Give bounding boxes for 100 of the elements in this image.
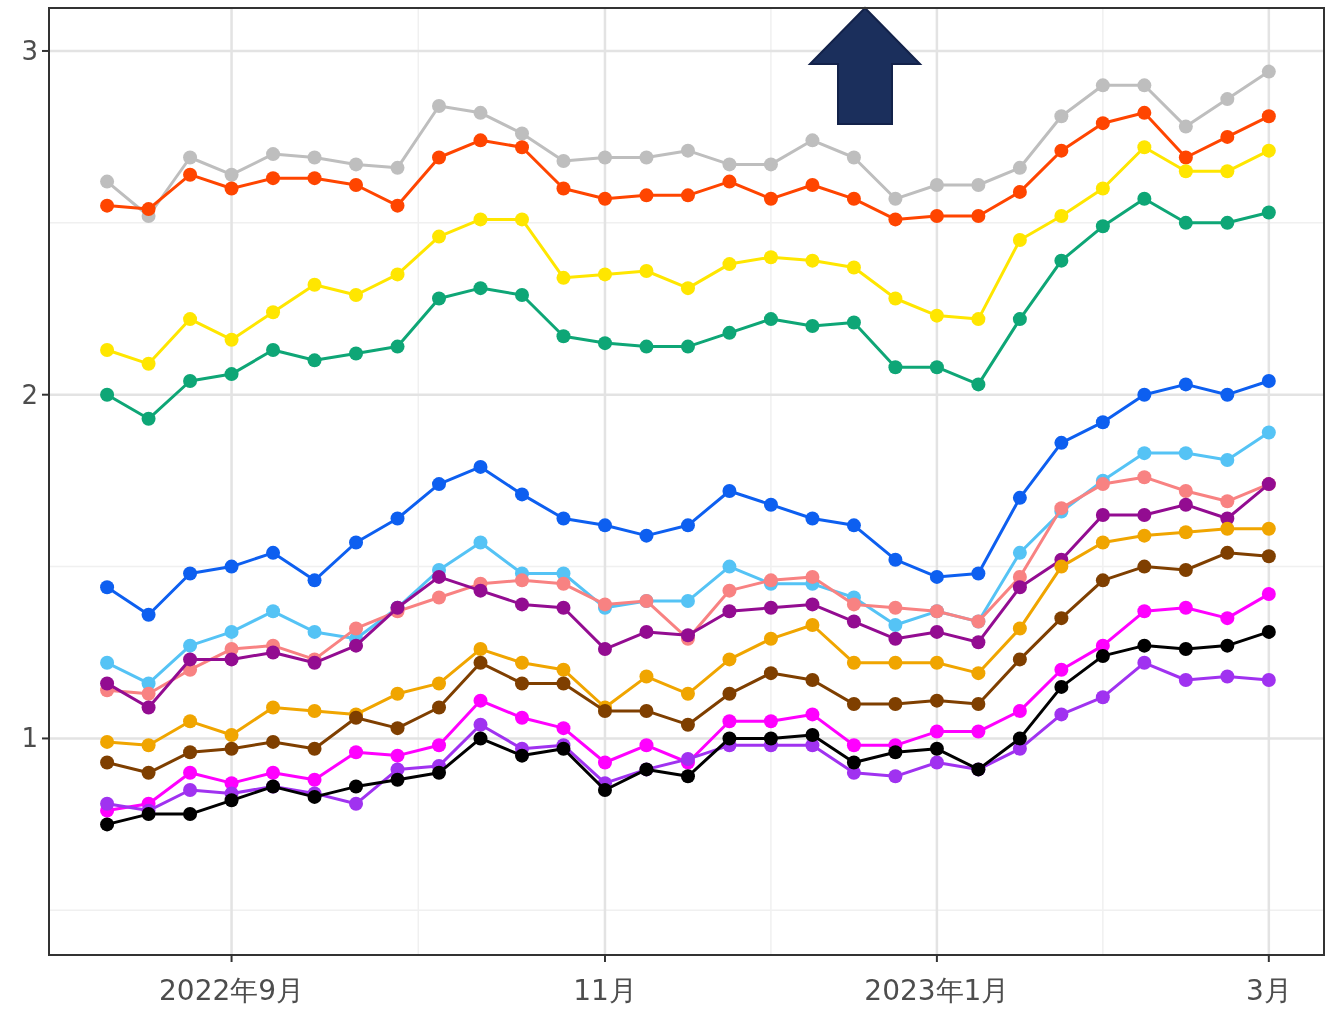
point (473, 212, 488, 227)
point (266, 700, 281, 715)
point (1220, 669, 1235, 684)
point (224, 728, 239, 743)
point (846, 697, 861, 712)
point (1054, 559, 1069, 574)
point (390, 772, 405, 787)
point (1137, 140, 1152, 155)
point (929, 569, 944, 584)
point (224, 181, 239, 196)
point (1012, 312, 1027, 327)
point (349, 779, 364, 794)
point (805, 253, 820, 268)
point (763, 600, 778, 615)
point (1095, 78, 1110, 93)
point (763, 157, 778, 172)
point (100, 343, 115, 358)
point (680, 188, 695, 203)
point (432, 765, 447, 780)
point (722, 257, 737, 272)
point (929, 178, 944, 193)
point (1261, 549, 1276, 564)
point (1261, 143, 1276, 158)
point (514, 710, 529, 725)
point (390, 511, 405, 526)
point (183, 745, 198, 760)
point (514, 487, 529, 502)
point (473, 459, 488, 474)
point (141, 807, 156, 822)
point (349, 288, 364, 303)
point (846, 655, 861, 670)
point (100, 676, 115, 691)
point (307, 573, 322, 588)
point (390, 748, 405, 763)
point (971, 666, 986, 681)
point (929, 624, 944, 639)
point (680, 143, 695, 158)
point (1220, 129, 1235, 144)
point (1261, 373, 1276, 388)
point (266, 171, 281, 186)
point (224, 167, 239, 182)
point (1054, 109, 1069, 124)
point (514, 748, 529, 763)
point (141, 738, 156, 753)
point (639, 188, 654, 203)
point (929, 724, 944, 739)
point (805, 673, 820, 688)
point (224, 624, 239, 639)
point (1137, 191, 1152, 206)
point (846, 191, 861, 206)
point (349, 178, 364, 193)
point (805, 318, 820, 333)
point (224, 559, 239, 574)
point (183, 167, 198, 182)
point (722, 325, 737, 340)
point (763, 714, 778, 729)
point (971, 724, 986, 739)
point (473, 731, 488, 746)
point (1012, 731, 1027, 746)
point (1054, 253, 1069, 268)
point (224, 332, 239, 347)
point (1178, 483, 1193, 498)
point (556, 600, 571, 615)
point (1220, 92, 1235, 107)
point (1012, 490, 1027, 505)
point (1054, 707, 1069, 722)
point (763, 312, 778, 327)
point (888, 600, 903, 615)
point (473, 281, 488, 296)
point (556, 721, 571, 736)
point (1137, 559, 1152, 574)
point (514, 140, 529, 155)
point (1178, 119, 1193, 134)
point (1220, 164, 1235, 179)
point (722, 559, 737, 574)
point (473, 105, 488, 120)
point (1261, 587, 1276, 602)
point (722, 604, 737, 619)
point (556, 676, 571, 691)
point (1137, 470, 1152, 485)
point (141, 700, 156, 715)
point (224, 367, 239, 382)
point (1261, 624, 1276, 639)
y-tick-label: 3 (21, 35, 38, 66)
point (1095, 690, 1110, 705)
point (888, 655, 903, 670)
point (722, 686, 737, 701)
point (888, 212, 903, 227)
point (1220, 453, 1235, 468)
point (1012, 184, 1027, 199)
point (1012, 703, 1027, 718)
y-tick-label: 1 (21, 723, 38, 754)
point (1261, 521, 1276, 536)
point (473, 693, 488, 708)
point (514, 597, 529, 612)
point (1054, 611, 1069, 626)
point (680, 339, 695, 354)
point (1261, 109, 1276, 124)
point (307, 277, 322, 292)
x-tick-label: 2023年1月 (864, 974, 1010, 1007)
